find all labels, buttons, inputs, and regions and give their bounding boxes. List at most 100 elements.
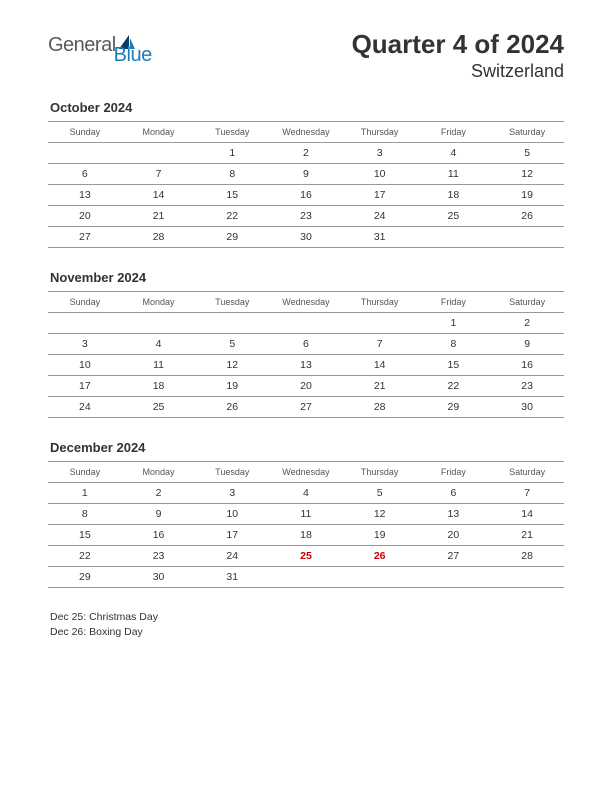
day-cell: 5 <box>343 482 417 503</box>
day-cell: 22 <box>417 375 491 396</box>
day-cell <box>48 312 122 333</box>
month-title: December 2024 <box>48 440 564 455</box>
table-row: 15161718192021 <box>48 524 564 545</box>
page-subtitle: Switzerland <box>352 61 564 82</box>
holiday-entry: Dec 25: Christmas Day <box>50 610 564 626</box>
day-cell: 23 <box>490 375 564 396</box>
day-cell: 11 <box>269 503 343 524</box>
table-row: 6789101112 <box>48 163 564 184</box>
logo-text-general: General <box>48 34 116 57</box>
month-block: November 2024SundayMondayTuesdayWednesda… <box>48 270 564 418</box>
day-header: Friday <box>417 461 491 482</box>
day-header: Thursday <box>343 291 417 312</box>
calendar-table: SundayMondayTuesdayWednesdayThursdayFrid… <box>48 461 564 588</box>
day-cell: 7 <box>122 163 196 184</box>
day-cell: 14 <box>122 184 196 205</box>
day-cell: 15 <box>195 184 269 205</box>
day-cell: 22 <box>48 545 122 566</box>
day-header: Thursday <box>343 461 417 482</box>
day-cell <box>122 142 196 163</box>
day-cell: 20 <box>48 205 122 226</box>
day-cell <box>269 566 343 587</box>
day-cell: 11 <box>417 163 491 184</box>
day-header: Tuesday <box>195 291 269 312</box>
day-cell: 18 <box>417 184 491 205</box>
day-cell: 30 <box>269 226 343 247</box>
table-row: 12345 <box>48 142 564 163</box>
day-header: Sunday <box>48 461 122 482</box>
table-row: 24252627282930 <box>48 396 564 417</box>
day-cell: 31 <box>195 566 269 587</box>
day-cell: 13 <box>417 503 491 524</box>
day-cell: 10 <box>48 354 122 375</box>
day-cell: 22 <box>195 205 269 226</box>
day-header: Tuesday <box>195 461 269 482</box>
day-cell: 3 <box>343 142 417 163</box>
day-cell: 17 <box>343 184 417 205</box>
day-cell: 4 <box>417 142 491 163</box>
day-header: Saturday <box>490 121 564 142</box>
day-header: Friday <box>417 121 491 142</box>
day-cell: 8 <box>195 163 269 184</box>
day-cell: 29 <box>48 566 122 587</box>
day-cell: 1 <box>48 482 122 503</box>
day-cell: 21 <box>343 375 417 396</box>
day-cell: 19 <box>343 524 417 545</box>
day-cell: 28 <box>122 226 196 247</box>
day-cell: 15 <box>48 524 122 545</box>
day-cell: 23 <box>122 545 196 566</box>
day-cell: 4 <box>269 482 343 503</box>
day-header: Saturday <box>490 461 564 482</box>
day-header: Wednesday <box>269 461 343 482</box>
day-cell: 13 <box>48 184 122 205</box>
day-cell: 12 <box>195 354 269 375</box>
day-cell: 10 <box>195 503 269 524</box>
day-cell: 16 <box>269 184 343 205</box>
day-cell: 14 <box>490 503 564 524</box>
day-header: Monday <box>122 291 196 312</box>
header: General Blue Quarter 4 of 2024 Switzerla… <box>48 30 564 82</box>
day-cell: 30 <box>122 566 196 587</box>
day-cell: 16 <box>122 524 196 545</box>
day-cell: 2 <box>490 312 564 333</box>
table-row: 17181920212223 <box>48 375 564 396</box>
holiday-list: Dec 25: Christmas DayDec 26: Boxing Day <box>48 610 564 642</box>
day-cell: 26 <box>343 545 417 566</box>
table-row: 10111213141516 <box>48 354 564 375</box>
table-row: 20212223242526 <box>48 205 564 226</box>
month-block: October 2024 SundayMondayTuesdayWednesday… <box>48 100 564 248</box>
day-cell <box>490 226 564 247</box>
day-header: Friday <box>417 291 491 312</box>
day-cell <box>195 312 269 333</box>
logo-text-blue: Blue <box>114 44 152 67</box>
month-title: October 2024 <box>48 100 564 115</box>
day-header: Monday <box>122 121 196 142</box>
day-header: Wednesday <box>269 291 343 312</box>
day-cell: 7 <box>490 482 564 503</box>
day-cell: 27 <box>48 226 122 247</box>
day-cell: 1 <box>195 142 269 163</box>
day-header: Tuesday <box>195 121 269 142</box>
day-cell: 29 <box>417 396 491 417</box>
calendar-table: SundayMondayTuesdayWednesdayThursdayFrid… <box>48 121 564 248</box>
day-cell: 4 <box>122 333 196 354</box>
day-cell: 21 <box>490 524 564 545</box>
day-cell: 8 <box>48 503 122 524</box>
day-cell: 14 <box>343 354 417 375</box>
day-header: Sunday <box>48 121 122 142</box>
day-cell: 3 <box>195 482 269 503</box>
day-cell: 25 <box>122 396 196 417</box>
table-row: 22232425262728 <box>48 545 564 566</box>
day-cell: 30 <box>490 396 564 417</box>
logo: General Blue <box>48 30 174 57</box>
day-header: Wednesday <box>269 121 343 142</box>
title-block: Quarter 4 of 2024 Switzerland <box>352 30 564 82</box>
table-row: 293031 <box>48 566 564 587</box>
day-cell: 27 <box>269 396 343 417</box>
day-cell: 20 <box>269 375 343 396</box>
day-cell: 8 <box>417 333 491 354</box>
day-cell: 15 <box>417 354 491 375</box>
day-cell <box>343 566 417 587</box>
day-cell: 31 <box>343 226 417 247</box>
day-cell: 26 <box>490 205 564 226</box>
